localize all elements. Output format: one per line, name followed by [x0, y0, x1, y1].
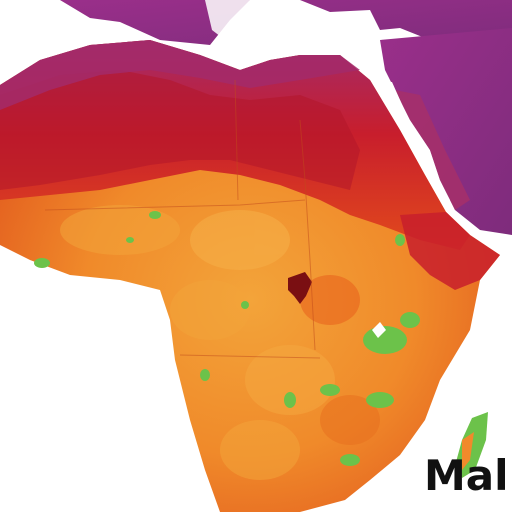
green-patches: [34, 211, 420, 466]
madagascar-orange: [462, 432, 474, 470]
gulf-water: [430, 225, 512, 512]
orange-mottling: [60, 205, 380, 480]
lake-mark: [372, 322, 386, 338]
europe-region: [60, 0, 512, 48]
red-sea: [370, 80, 450, 212]
europe-white-gaps: [205, 0, 250, 40]
map-label: Mal: [424, 451, 509, 500]
horn-region: [400, 212, 500, 290]
country-borders: [44, 79, 321, 359]
arabia-region: [380, 28, 512, 235]
arabia-magenta-edge: [395, 90, 470, 210]
med-sea: [270, 18, 360, 58]
north-coast-fringe: [0, 40, 360, 110]
dark-spot: [288, 272, 312, 304]
sahara-dark-core: [0, 70, 360, 190]
